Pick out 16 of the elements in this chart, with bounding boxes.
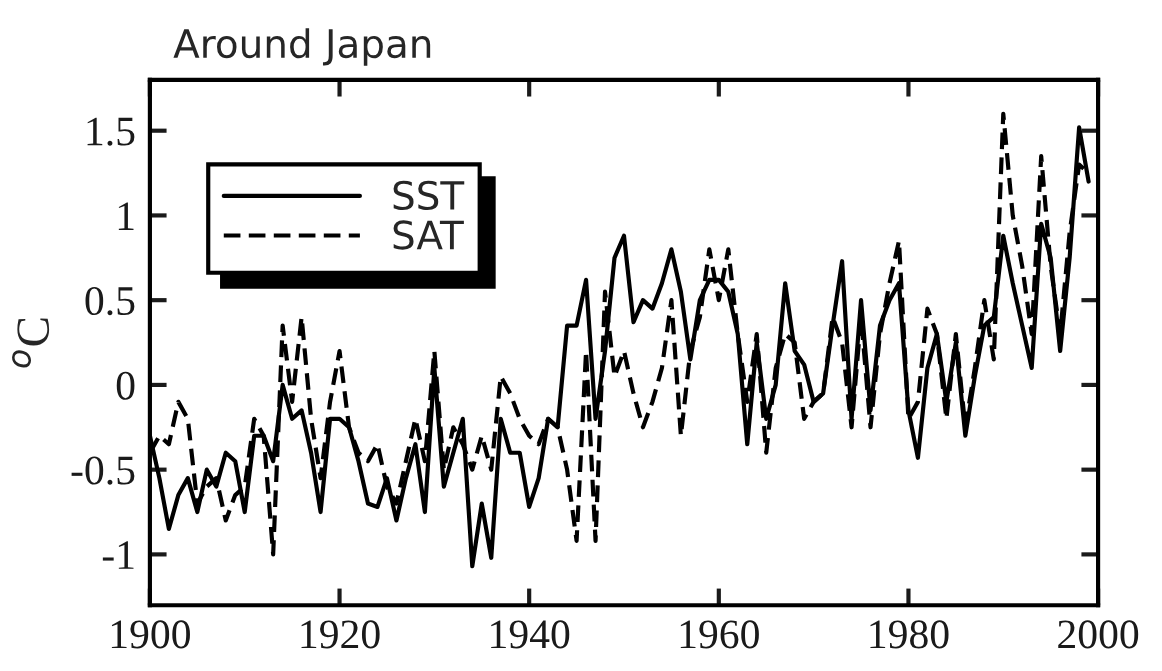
y-tick-label: -0.5 bbox=[71, 456, 135, 485]
x-tick-label: 1960 bbox=[680, 620, 759, 649]
y-tick-label: -1 bbox=[102, 541, 134, 569]
x-tick-label: 2000 bbox=[1058, 620, 1139, 649]
legend-label: SAT bbox=[393, 220, 464, 250]
x-tick-label: 1940 bbox=[491, 620, 570, 649]
x-tick-label: 1900 bbox=[111, 620, 190, 649]
y-tick-label: 1 bbox=[118, 202, 134, 230]
legend-label: SST bbox=[393, 180, 465, 211]
y-tick-label: 0 bbox=[116, 371, 135, 400]
y-axis-title: $^{o}$C bbox=[12, 318, 50, 368]
y-tick-label: 0.5 bbox=[85, 286, 135, 316]
x-tick-label: 1980 bbox=[870, 620, 949, 649]
chart-title: Around Japan bbox=[173, 28, 431, 66]
x-tick-label: 1920 bbox=[301, 620, 380, 649]
y-tick-label: 1.5 bbox=[87, 117, 135, 146]
